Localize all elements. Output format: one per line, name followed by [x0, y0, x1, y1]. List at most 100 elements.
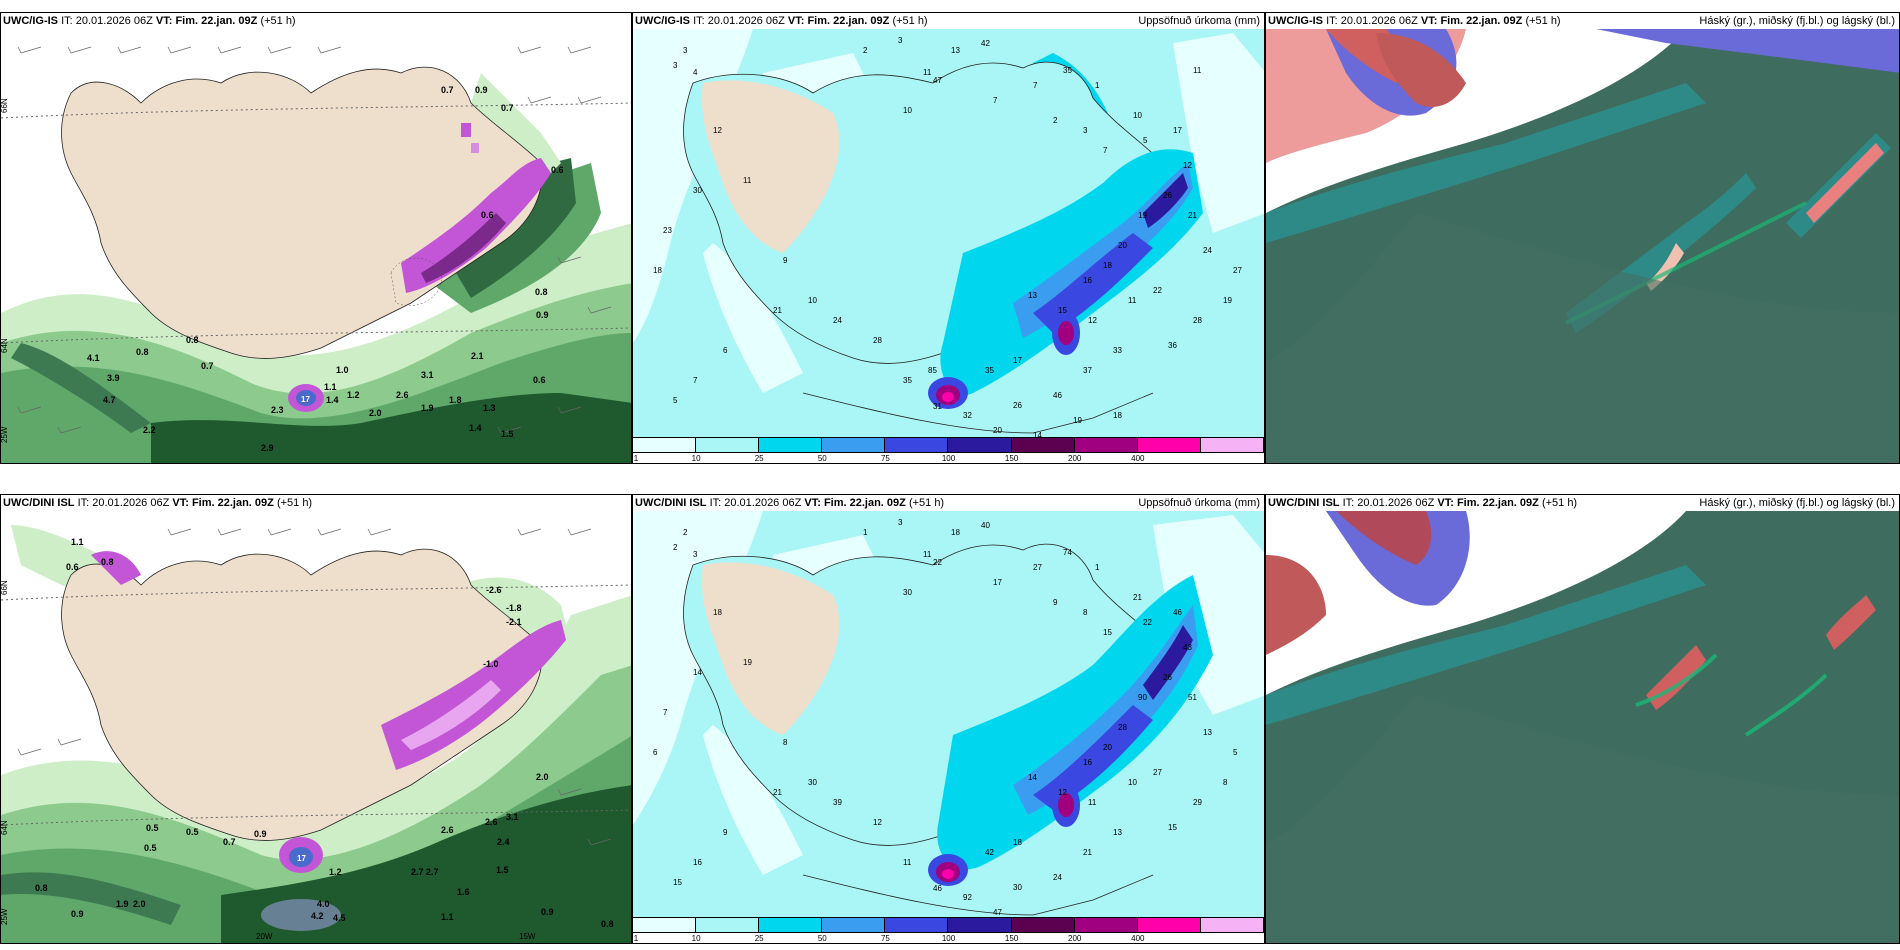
- legend-swatch: [1137, 438, 1201, 452]
- precip-label: 16: [693, 858, 702, 867]
- surface-label: 0.7: [501, 103, 514, 113]
- precip-label: 35: [903, 376, 912, 385]
- precip-label: 46: [1173, 608, 1182, 617]
- cloud-map-svg-row1: [1266, 29, 1899, 463]
- panel-row1-cloud: UWC/IG-IS IT: 20.01.2026 06Z VT: Fim. 22…: [1265, 12, 1900, 464]
- legend-color-bar: [633, 917, 1264, 933]
- surface-label: 2.0: [369, 408, 382, 418]
- precip-label: 9: [1053, 598, 1058, 607]
- axis-label-lat: 66N: [1, 580, 9, 595]
- precip-label: 2: [673, 543, 678, 552]
- precip-label: 13: [1203, 728, 1212, 737]
- it-value: 20.01.2026 06Z: [92, 497, 170, 509]
- vt-label: VT:: [155, 15, 173, 27]
- legend-swatch: [1074, 438, 1138, 452]
- surface-label: -1.8: [506, 603, 522, 613]
- precip-label: 16: [1083, 758, 1092, 767]
- precip-label: 74: [1063, 548, 1072, 557]
- legend-tick: 1: [633, 454, 639, 463]
- panel-title: UWC/IG-IS IT: 20.01.2026 06Z VT: Fim. 22…: [635, 15, 928, 27]
- legend-tick: 150: [1004, 934, 1019, 943]
- precip-label: 6: [723, 346, 728, 355]
- precip-legend: 1 10 25 50 75 100 150 200 400: [633, 437, 1264, 463]
- precip-label: 5: [1143, 136, 1148, 145]
- surface-label: 2.6: [441, 825, 454, 835]
- precip-label: 21: [1188, 211, 1197, 220]
- precip-label: 12: [873, 818, 882, 827]
- surface-label: 1.2: [347, 390, 360, 400]
- surface-label: 1.1: [324, 382, 337, 392]
- legend-tick: 100: [941, 934, 956, 943]
- precip-label: 11: [1128, 296, 1137, 305]
- surface-label: 0.8: [601, 919, 614, 929]
- precip-legend: 1 10 25 50 75 100 150 200 400: [633, 917, 1264, 943]
- surface-label: 1.1: [441, 912, 454, 922]
- precip-label: 3: [673, 61, 678, 70]
- surface-label: 2.6: [396, 390, 409, 400]
- surface-label: 2.0: [536, 772, 549, 782]
- precip-label: 1: [1095, 81, 1100, 90]
- lead-time: (+51 h): [276, 497, 313, 509]
- surface-label: 0.8: [535, 287, 548, 297]
- precip-label: 19: [1223, 296, 1232, 305]
- surface-label: 0.5: [186, 827, 199, 837]
- precip-label: 21: [773, 788, 782, 797]
- precip-label: 8: [783, 738, 788, 747]
- vt-label: VT:: [804, 497, 821, 509]
- precip-label: 12: [1088, 316, 1097, 325]
- precip-label: 3: [683, 46, 688, 55]
- precip-label: 37: [1083, 366, 1092, 375]
- model-name: UWC/DINI ISL: [1268, 497, 1340, 509]
- precip-label: 19: [743, 658, 752, 667]
- surface-label: 1.3: [483, 403, 496, 413]
- precip-label: 20: [1103, 743, 1112, 752]
- precip-label: 85: [928, 366, 937, 375]
- precip-label: 26: [1013, 401, 1022, 410]
- panel-title: UWC/IG-IS IT: 20.01.2026 06Z VT: Fim. 22…: [3, 15, 296, 27]
- it-value: 20.01.2026 06Z: [1357, 497, 1435, 509]
- lead-time: (+51 h): [1525, 15, 1561, 27]
- surface-label: 0.6: [66, 562, 79, 572]
- surface-label: 1.4: [469, 423, 482, 433]
- panel-row1-surface: UWC/IG-IS IT: 20.01.2026 06Z VT: Fim. 22…: [0, 12, 632, 464]
- precip-label: 47: [933, 76, 942, 85]
- precip-label: 9: [783, 256, 788, 265]
- panel-title: UWC/IG-IS IT: 20.01.2026 06Z VT: Fim. 22…: [1268, 15, 1561, 27]
- surface-label: -1.0: [483, 659, 499, 669]
- legend-swatch: [759, 438, 823, 452]
- surface-label: 1.0: [336, 365, 349, 375]
- axis-label-lon: 25W: [1, 426, 9, 443]
- precip-label: 12: [1183, 161, 1192, 170]
- legend-tick: 75: [880, 454, 890, 463]
- precip-label: 30: [808, 778, 817, 787]
- precip-label: 11: [1088, 798, 1097, 807]
- surface-label: 0.8: [186, 335, 199, 345]
- precip-label: 92: [963, 893, 972, 902]
- model-name: UWC/IG-IS: [3, 15, 58, 27]
- it-label: IT:: [1326, 15, 1338, 27]
- surface-label: 0.8: [35, 883, 48, 893]
- precip-label: 11: [1193, 66, 1202, 75]
- precip-label: 12: [1058, 788, 1067, 797]
- surface-label: 0.7: [441, 85, 454, 95]
- precip-label: 15: [1103, 628, 1112, 637]
- precip-label: 42: [985, 848, 994, 857]
- surface-label: 2.2: [143, 425, 156, 435]
- precip-label: 28: [1193, 316, 1202, 325]
- precip-label: 17: [993, 578, 1002, 587]
- it-label: IT:: [1342, 497, 1355, 509]
- precip-label: 14: [693, 668, 702, 677]
- surface-map-svg-row1: [1, 13, 631, 463]
- precip-label: 7: [993, 96, 998, 105]
- surface-label: 2.7: [426, 867, 439, 877]
- lead-time: (+51 h): [908, 497, 945, 509]
- precip-label: 10: [1133, 111, 1142, 120]
- legend-tick: 400: [1131, 934, 1145, 943]
- precip-label: 2: [1053, 116, 1058, 125]
- surface-label: 1.9: [116, 899, 129, 909]
- precip-label: 17: [1173, 126, 1182, 135]
- surface-label: 17: [297, 854, 306, 863]
- vt-label: VT:: [787, 15, 805, 27]
- precip-label: 14: [1033, 431, 1042, 440]
- precip-label: 18: [1013, 838, 1022, 847]
